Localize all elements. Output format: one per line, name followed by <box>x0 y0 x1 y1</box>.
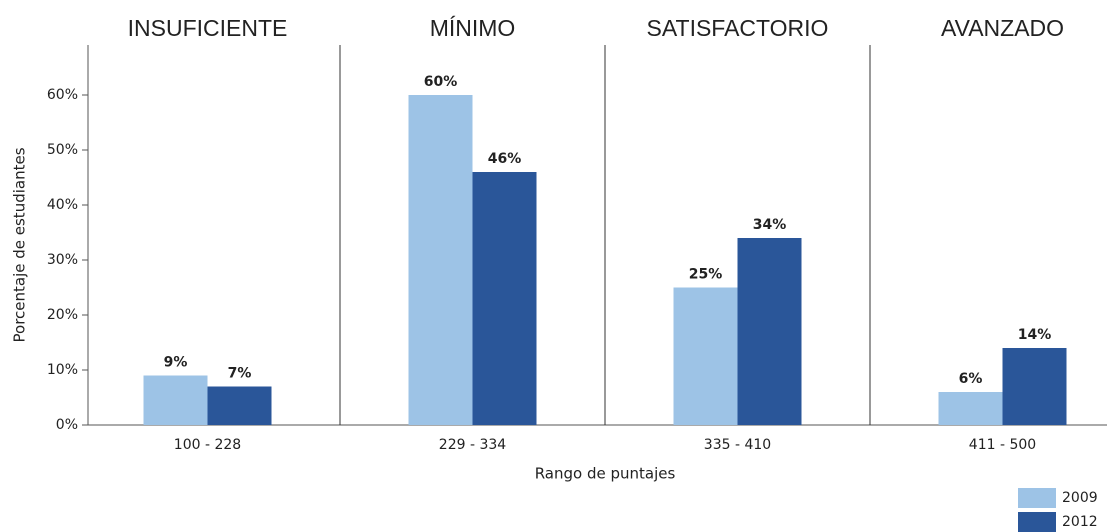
bar <box>408 95 473 425</box>
x-tick-label: 100 - 228 <box>174 437 241 453</box>
value-label: 7% <box>228 366 252 382</box>
y-axis-title: Porcentaje de estudiantes <box>11 147 29 342</box>
legend-label: 2012 <box>1062 514 1098 530</box>
x-axis-title: Rango de puntajes <box>535 465 676 483</box>
value-label: 14% <box>1018 327 1052 343</box>
y-tick-label: 40% <box>47 197 78 213</box>
group-label: SATISFACTORIO <box>647 15 829 41</box>
value-label: 9% <box>164 355 188 371</box>
bar <box>143 375 208 425</box>
group-label: MÍNIMO <box>430 15 516 41</box>
x-tick-label: 411 - 500 <box>969 437 1036 453</box>
legend-label: 2009 <box>1062 490 1098 506</box>
value-label: 6% <box>959 371 983 387</box>
value-label: 25% <box>689 267 723 283</box>
bar <box>472 172 537 425</box>
value-label: 46% <box>488 151 522 167</box>
bar <box>1002 348 1067 425</box>
value-label: 60% <box>424 74 458 90</box>
bar <box>207 386 272 425</box>
bar <box>938 392 1003 425</box>
value-label: 34% <box>753 217 787 233</box>
x-tick-label: 335 - 410 <box>704 437 771 453</box>
y-tick-label: 60% <box>47 87 78 103</box>
group-label: INSUFICIENTE <box>128 15 288 41</box>
y-tick-label: 10% <box>47 362 78 378</box>
x-tick-label: 229 - 334 <box>439 437 506 453</box>
group-label: AVANZADO <box>941 15 1064 41</box>
legend-swatch <box>1018 512 1056 532</box>
bar <box>737 238 802 425</box>
y-tick-label: 50% <box>47 142 78 158</box>
y-tick-label: 20% <box>47 307 78 323</box>
legend-swatch <box>1018 488 1056 508</box>
y-tick-label: 30% <box>47 252 78 268</box>
bar <box>673 287 738 425</box>
y-tick-label: 0% <box>56 417 78 433</box>
